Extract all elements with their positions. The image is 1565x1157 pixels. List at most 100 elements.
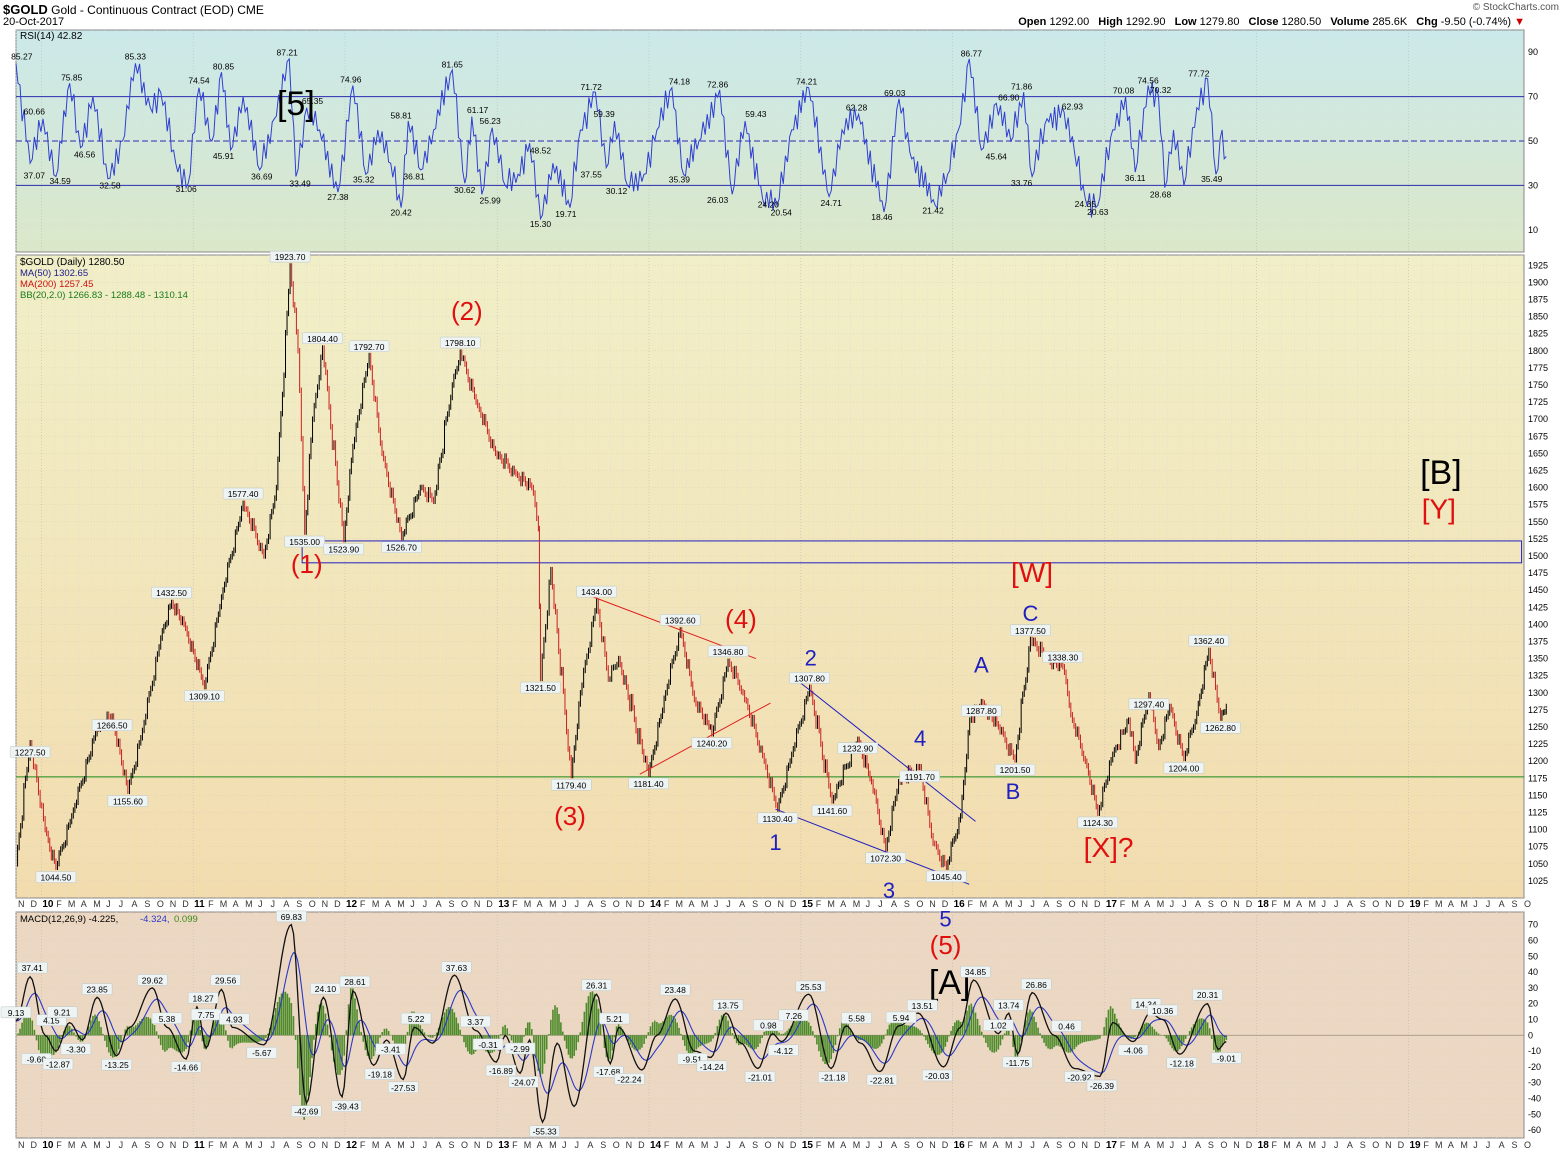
macd-y-tick: 0	[1528, 1030, 1533, 1040]
price-value-label: 1201.50	[1000, 765, 1031, 775]
macd-value-label: 37.41	[22, 963, 44, 973]
month-tick-label: N	[626, 1140, 633, 1150]
macd-value-label: 24.10	[315, 984, 337, 994]
month-tick-label: S	[752, 899, 758, 909]
month-tick-label: M	[68, 899, 76, 909]
price-y-tick: 1175	[1528, 773, 1547, 783]
price-value-label: 1179.40	[556, 780, 586, 790]
month-tick-label: O	[1220, 1140, 1227, 1150]
macd-label-box	[276, 910, 307, 923]
month-tick-label: F	[1120, 1140, 1126, 1150]
macd-value-label: 69.83	[281, 912, 303, 922]
month-tick-label: M	[245, 899, 253, 909]
month-tick-label: O	[1524, 899, 1531, 909]
month-tick-label: J	[1486, 1140, 1491, 1150]
price-y-tick: 1675	[1528, 431, 1548, 441]
macd-label-box	[441, 961, 472, 974]
rsi-value-label: 65.35	[302, 96, 324, 106]
month-tick-label: M	[701, 899, 709, 909]
year-tick-label: 13	[498, 1140, 510, 1151]
macd-y-tick: -50	[1528, 1109, 1541, 1119]
month-tick-label: F	[664, 899, 670, 909]
month-tick-label: D	[1094, 1140, 1101, 1150]
month-tick-label: J	[1030, 1140, 1035, 1150]
macd-label-box	[16, 961, 48, 974]
price-value-label: 1377.50	[1015, 626, 1046, 636]
month-tick-label: O	[916, 1140, 923, 1150]
price-y-tick: 1025	[1528, 876, 1548, 886]
month-tick-label: J	[574, 1140, 579, 1150]
macd-value-label: -3.41	[381, 1045, 401, 1055]
price-y-tick: 1050	[1528, 859, 1548, 869]
price-panel	[15, 254, 1525, 899]
macd-value-label: -55.33	[533, 1127, 557, 1137]
macd-value-label: 18.27	[193, 993, 215, 1003]
macd-label-box	[137, 974, 168, 986]
macd-label-box	[187, 992, 219, 1004]
month-tick-label: F	[1272, 1140, 1278, 1150]
macd-label-box	[983, 1019, 1014, 1031]
month-tick-label: O	[157, 1140, 164, 1150]
price-y-tick: 1425	[1528, 602, 1548, 612]
month-tick-label: M	[1131, 899, 1139, 909]
month-tick-label: M	[93, 899, 101, 909]
rsi-value-label: 33.49	[289, 179, 311, 189]
price-y-tick: 1900	[1528, 277, 1548, 287]
price-value-label: 1523.90	[328, 545, 359, 555]
macd-value-label: 9.21	[54, 1008, 71, 1018]
month-tick-label: J	[1473, 899, 1478, 909]
rsi-value-label: 48.52	[530, 145, 552, 155]
macd-value-label: -4.12	[774, 1046, 794, 1056]
rsi-value-label: 32.58	[99, 181, 121, 191]
rsi-y-tick: 90	[1528, 47, 1538, 57]
macd-value-label: 4.15	[43, 1016, 60, 1026]
macd-label-box	[310, 982, 341, 995]
month-tick-label: M	[676, 1140, 684, 1150]
price-label-box	[269, 250, 311, 263]
wave-label: [5]	[277, 85, 315, 123]
macd-value-label: 28.61	[344, 977, 366, 987]
wave-label: (4)	[725, 604, 757, 634]
month-tick-label: A	[283, 1140, 289, 1150]
rsi-y-tick: 50	[1528, 136, 1538, 146]
month-tick-label: A	[283, 899, 289, 909]
month-tick-label: J	[1334, 1140, 1339, 1150]
macd-value-label: -0.31	[478, 1040, 498, 1050]
price-value-label: 1072.30	[870, 854, 901, 864]
low-value: 1279.80	[1199, 16, 1240, 28]
chart-header: $GOLD Gold - Continuous Contract (EOD) C…	[0, 0, 1565, 30]
macd-label-box	[101, 1058, 132, 1071]
month-tick-label: O	[1372, 899, 1379, 909]
month-tick-label: J	[1170, 1140, 1175, 1150]
month-tick-label: A	[1448, 899, 1454, 909]
macd-label-box	[744, 1071, 776, 1083]
price-value-label: 1204.00	[1169, 763, 1200, 773]
price-label-box	[1163, 762, 1205, 774]
macd-label-box	[60, 1043, 92, 1055]
month-tick-label: M	[220, 1140, 228, 1150]
month-tick-label: M	[397, 899, 405, 909]
year-tick-label: 18	[1258, 1140, 1270, 1151]
month-tick-label: A	[233, 899, 239, 909]
exchange: CME	[237, 3, 264, 17]
month-tick-label: A	[1347, 899, 1353, 909]
month-tick-label: F	[1120, 899, 1126, 909]
price-y-tick: 1625	[1528, 465, 1548, 475]
month-tick-label: F	[56, 899, 62, 909]
rsi-value-label: 69.03	[884, 88, 906, 98]
price-value-label: 1287.80	[966, 706, 997, 716]
month-tick-label: A	[537, 899, 543, 909]
month-tick-label: M	[1005, 1140, 1013, 1150]
ma50-legend: MA(50) 1302.65	[20, 268, 88, 279]
price-label-box	[576, 585, 617, 598]
month-tick-label: D	[942, 899, 949, 909]
month-tick-label: F	[1423, 1140, 1429, 1150]
macd-label-box	[778, 1009, 809, 1022]
macd-label-box	[387, 1081, 419, 1094]
month-tick-label: M	[980, 899, 988, 909]
month-tick-label: J	[119, 899, 124, 909]
macd-label-box	[712, 999, 744, 1011]
month-tick-label: N	[1233, 899, 1240, 909]
macd-value-label: 29.62	[142, 975, 164, 985]
month-tick-label: F	[512, 1140, 518, 1150]
